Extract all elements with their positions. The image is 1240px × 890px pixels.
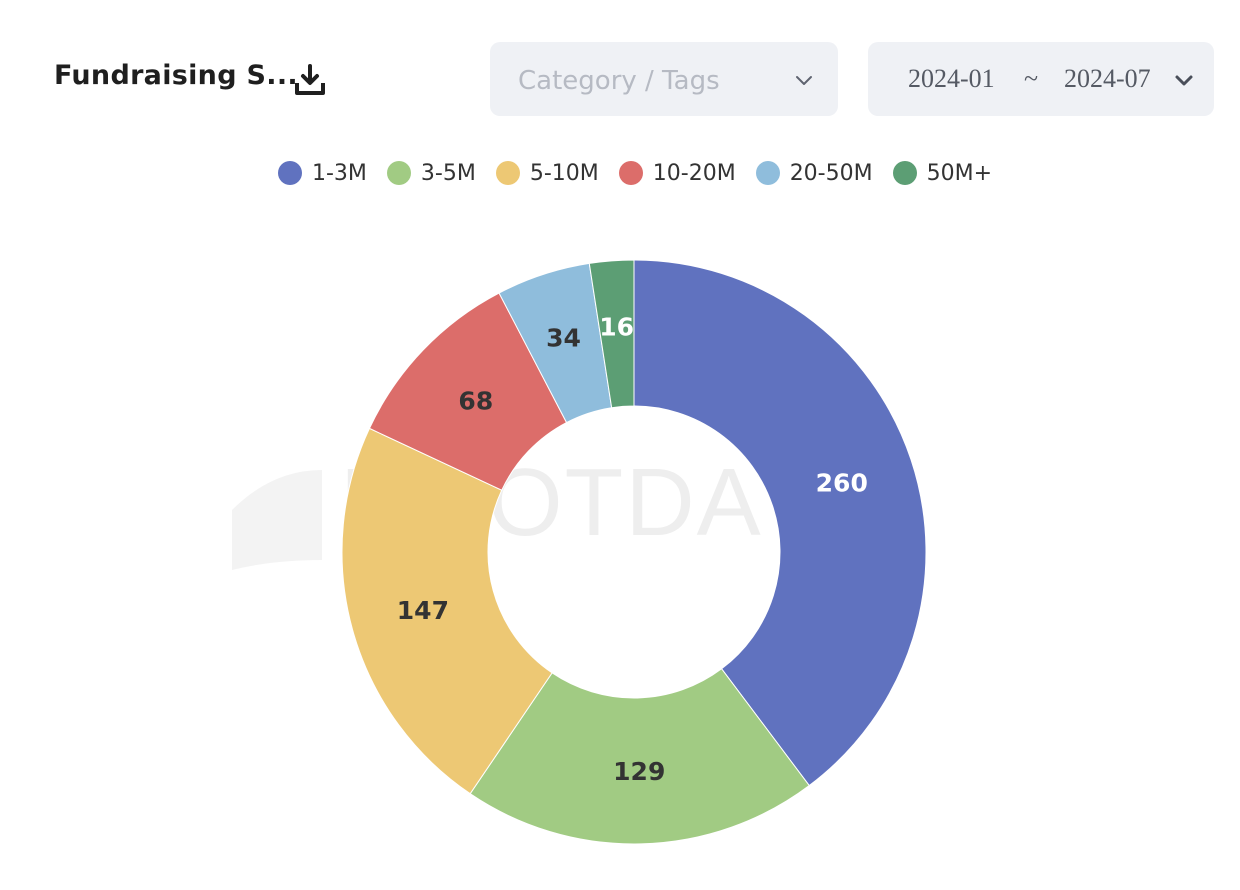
slice-value-label: 260 — [816, 469, 868, 498]
legend-swatch — [495, 161, 520, 185]
legend-label: 1-3M — [312, 160, 367, 186]
legend-swatch — [892, 161, 917, 185]
legend-label: 3-5M — [420, 160, 476, 186]
legend-item-20-50m[interactable]: 20-50M — [755, 160, 873, 186]
download-icon — [295, 64, 325, 95]
date-start[interactable]: 2024-01 — [908, 64, 995, 93]
slice-value-label: 129 — [613, 757, 665, 786]
chart-header: Fundraising S... Category / Tags 2024-01… — [0, 0, 1240, 130]
date-separator: ~ — [1024, 64, 1039, 93]
legend-swatch — [618, 161, 643, 185]
donut-slice-3-5m[interactable] — [469, 668, 810, 845]
chart-legend: 1-3M 3-5M 5-10M 10-20M 20-50M 50M+ — [278, 156, 992, 190]
category-placeholder: Category / Tags — [518, 66, 720, 96]
legend-swatch — [386, 161, 411, 185]
legend-label: 10-20M — [652, 160, 736, 186]
category-select[interactable]: Category / Tags — [490, 42, 838, 116]
legend-label: 50M+ — [926, 160, 993, 186]
date-range-select[interactable]: 2024-01 ~ 2024-07 — [868, 42, 1214, 116]
legend-item-1-3m[interactable]: 1-3M — [278, 161, 367, 186]
download-button[interactable] — [290, 60, 330, 100]
chevron-down-icon — [1175, 75, 1193, 86]
donut-slice-5-10m[interactable] — [341, 427, 553, 795]
legend-swatch — [755, 161, 780, 185]
chevron-down-icon — [796, 76, 812, 85]
donut-slice-50m[interactable] — [588, 259, 635, 409]
donut-slice-1-3m[interactable] — [633, 259, 927, 787]
legend-label: 5-10M — [529, 160, 599, 186]
slice-value-label: 147 — [397, 596, 449, 625]
slice-value-label: 34 — [546, 323, 581, 352]
legend-swatch — [278, 161, 302, 185]
legend-item-5-10m[interactable]: 5-10M — [495, 160, 599, 186]
legend-item-10-20m[interactable]: 10-20M — [618, 160, 736, 186]
slice-value-label: 16 — [599, 313, 634, 342]
legend-item-50m[interactable]: 50M+ — [892, 160, 993, 186]
legend-label: 20-50M — [789, 160, 873, 186]
chart-title: Fundraising S... — [54, 60, 298, 91]
date-end[interactable]: 2024-07 — [1064, 64, 1151, 93]
legend-item-3-5m[interactable]: 3-5M — [386, 160, 476, 186]
slice-value-label: 68 — [458, 387, 493, 416]
